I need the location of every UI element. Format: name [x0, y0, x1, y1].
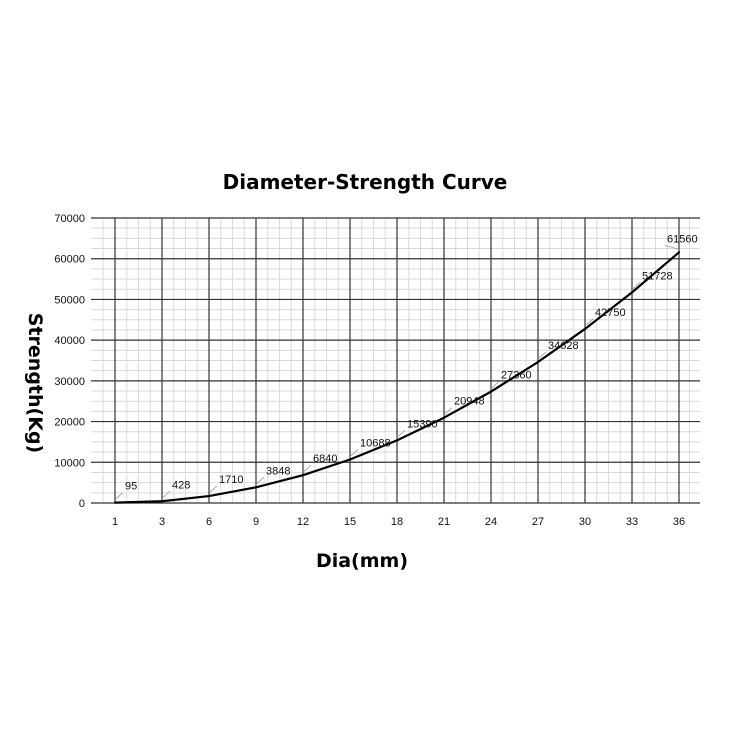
data-label-leader: [584, 318, 594, 327]
data-label-leader: [443, 407, 453, 416]
chart-title: Diameter-Strength Curve: [223, 170, 508, 194]
y-tick-label: 30000: [54, 376, 85, 388]
y-tick-label: 70000: [54, 213, 85, 225]
data-label: 1710: [219, 474, 243, 486]
y-tick-label: 10000: [54, 457, 85, 469]
data-label: 27360: [501, 370, 532, 382]
data-label-leader: [664, 244, 680, 250]
x-tick-label: 9: [253, 516, 259, 528]
y-tick-label: 60000: [54, 254, 85, 266]
data-label: 20948: [454, 396, 485, 408]
data-label-leader: [537, 351, 547, 360]
y-axis-label: Strength(Kg): [24, 313, 46, 453]
data-label-leader: [349, 449, 359, 457]
x-tick-label: 36: [673, 516, 685, 528]
data-label: 34628: [548, 340, 579, 352]
x-tick-label: 6: [206, 516, 212, 528]
x-tick-label: 27: [532, 516, 544, 528]
data-label-leader: [302, 464, 312, 473]
data-label: 51728: [642, 270, 673, 282]
x-axis-ticks: 1 3 6 9 12 15 18 21 24 27 30 33 36: [112, 516, 685, 528]
data-label: 428: [172, 479, 190, 491]
data-label: 3848: [266, 465, 290, 477]
data-label-leader: [161, 490, 171, 499]
y-tick-label: 50000: [54, 294, 85, 306]
data-label-leader: [114, 492, 124, 500]
major-grid: [91, 217, 700, 504]
data-labels: 95 428 1710 3848 6840 10688 15390 20948 27360 346…: [114, 233, 698, 500]
data-label: 15390: [407, 418, 438, 430]
x-tick-label: 24: [485, 516, 497, 528]
minor-grid: [91, 218, 700, 503]
strength-series-line: [113, 251, 681, 504]
x-tick-label: 18: [391, 516, 403, 528]
y-tick-label: 40000: [54, 335, 85, 347]
x-tick-label: 15: [344, 516, 356, 528]
x-tick-label: 21: [438, 516, 450, 528]
x-tick-label: 3: [159, 516, 165, 528]
data-label: 6840: [313, 453, 337, 465]
data-label: 95: [125, 481, 137, 493]
data-label-leader: [208, 485, 218, 494]
y-tick-label: 0: [79, 498, 85, 510]
data-label-leader: [631, 282, 641, 290]
x-tick-label: 30: [579, 516, 591, 528]
data-label: 61560: [667, 233, 698, 245]
data-label-leader: [255, 477, 265, 485]
data-label-leader: [396, 430, 406, 438]
y-tick-label: 20000: [54, 417, 85, 429]
x-axis-label: Dia(mm): [316, 550, 408, 572]
x-tick-label: 33: [626, 516, 638, 528]
data-label-leader: [490, 381, 500, 389]
x-tick-label: 1: [112, 516, 118, 528]
y-axis-ticks: 0 10000 20000 30000 40000 50000 60000 70000: [54, 213, 85, 510]
data-label: 42750: [595, 307, 626, 319]
x-tick-label: 12: [297, 516, 309, 528]
data-label: 10688: [360, 437, 391, 449]
